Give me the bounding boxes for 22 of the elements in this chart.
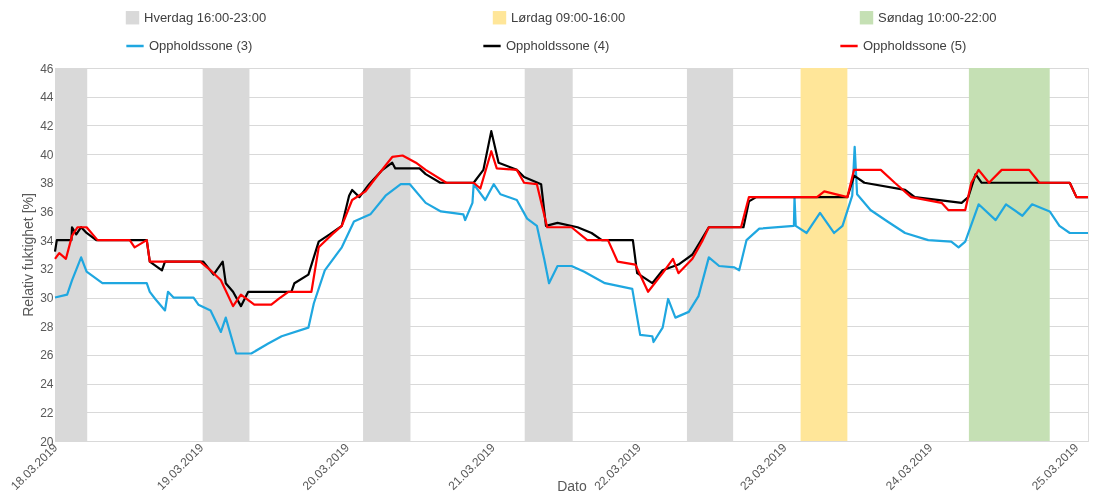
y-tick-label: 44: [40, 90, 54, 105]
legend-label: Søndag 10:00-22:00: [878, 9, 997, 25]
y-tick-label: 38: [40, 176, 54, 191]
y-axis-title: Relativ fuktighet [%]: [20, 193, 37, 317]
line-series: [53, 145, 1090, 355]
y-tick-label: 42: [40, 118, 54, 133]
y-tick-label: 36: [40, 204, 54, 219]
y-tick-label: 24: [40, 377, 54, 392]
y-tick-label: 28: [40, 319, 54, 334]
legend-label: Oppholdssone (3): [149, 38, 253, 53]
y-tick-label: 32: [40, 262, 54, 277]
y-tick-label: 22: [40, 405, 54, 420]
legend-label: Oppholdssone (5): [863, 38, 967, 53]
x-axis-title: Dato: [557, 478, 587, 495]
y-tick-label: 30: [40, 291, 54, 306]
legend-label: Lørdag 09:00-16:00: [511, 9, 626, 25]
legend-label: Oppholdssone (4): [506, 38, 610, 53]
y-tick-label: 26: [40, 348, 54, 363]
legend-label: Hverdag 16:00-23:00: [144, 9, 267, 25]
y-tick-label: 40: [40, 147, 54, 162]
y-tick-label: 46: [40, 61, 54, 76]
y-tick-label: 34: [40, 233, 54, 248]
